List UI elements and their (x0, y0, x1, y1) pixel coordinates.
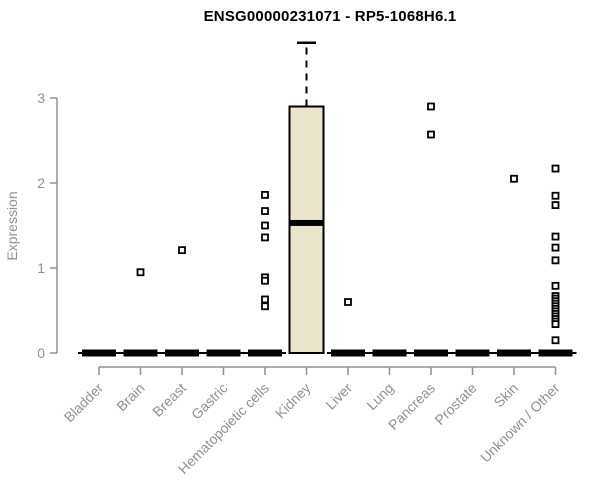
outlier-point-unknown-other (551, 336, 560, 345)
box-liver (331, 349, 365, 357)
outlier-point-unknown-other (551, 281, 560, 290)
outlier-point-hematopoietic-cells (261, 190, 269, 199)
category-label: Breast (149, 380, 189, 420)
outlier-point-unknown-other (551, 201, 560, 210)
y-tick-label: 0 (37, 345, 45, 361)
box-skin (497, 349, 531, 357)
outlier-point-hematopoietic-cells (261, 221, 269, 230)
outlier-point-hematopoietic-cells (261, 207, 269, 215)
outlier-point-skin (510, 174, 518, 183)
outlier-point-brain (136, 268, 145, 277)
category-label: Bladder (61, 380, 107, 426)
box-kidney (288, 105, 325, 354)
category-label: Liver (322, 380, 355, 413)
outlier-point-unknown-other (551, 191, 560, 200)
box-lung (372, 349, 407, 357)
box-hematopoietic-cells (248, 349, 282, 357)
category-label: Unknown / Other (477, 380, 563, 466)
outlier-point-pancreas (427, 130, 435, 139)
outlier-point-unknown-other (551, 243, 560, 252)
outlier-point-liver (344, 298, 352, 306)
y-tick-label: 3 (37, 90, 45, 106)
chart-title: ENSG00000231071 - RP5-1068H6.1 (203, 8, 457, 25)
category-label: Brain (113, 380, 147, 414)
box-bladder (82, 349, 116, 357)
outlier-point-unknown-other (551, 256, 560, 265)
outlier-point-unknown-other (551, 164, 560, 173)
box-unknown-other (538, 349, 573, 357)
category-label: Prostate (431, 380, 479, 428)
box-prostate (455, 349, 490, 357)
box-gastric (206, 349, 241, 357)
median-kidney (289, 219, 324, 226)
outlier-point-unknown-other (551, 320, 560, 329)
category-label: Skin (491, 380, 522, 411)
outlier-point-breast (178, 246, 186, 255)
box-breast (165, 349, 199, 357)
outlier-point-hematopoietic-cells (261, 302, 269, 311)
box-brain (123, 349, 158, 357)
box-pancreas (414, 349, 448, 357)
category-label: Lung (363, 380, 396, 413)
outlier-point-hematopoietic-cells (261, 233, 269, 242)
category-label: Kidney (272, 380, 314, 422)
outlier-point-pancreas (427, 102, 435, 111)
outlier-point-hematopoietic-cells (261, 276, 269, 285)
outlier-point-hematopoietic-cells (261, 295, 269, 304)
outlier-point-unknown-other (551, 232, 560, 241)
y-tick-label: 1 (37, 260, 45, 276)
y-tick-label: 2 (37, 175, 45, 191)
